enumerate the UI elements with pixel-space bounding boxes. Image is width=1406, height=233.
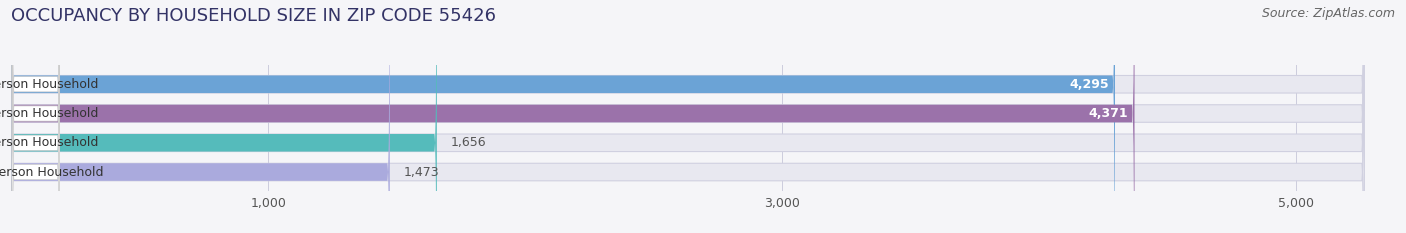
- FancyBboxPatch shape: [11, 0, 1364, 233]
- Text: 3-Person Household: 3-Person Household: [0, 136, 98, 149]
- Text: OCCUPANCY BY HOUSEHOLD SIZE IN ZIP CODE 55426: OCCUPANCY BY HOUSEHOLD SIZE IN ZIP CODE …: [11, 7, 496, 25]
- Text: Source: ZipAtlas.com: Source: ZipAtlas.com: [1261, 7, 1395, 20]
- Text: 1,656: 1,656: [451, 136, 486, 149]
- FancyBboxPatch shape: [11, 0, 389, 233]
- FancyBboxPatch shape: [11, 0, 1135, 233]
- FancyBboxPatch shape: [13, 0, 59, 233]
- FancyBboxPatch shape: [11, 0, 1364, 233]
- Text: 1-Person Household: 1-Person Household: [0, 78, 98, 91]
- Text: 2-Person Household: 2-Person Household: [0, 107, 98, 120]
- FancyBboxPatch shape: [11, 0, 1364, 233]
- Text: 4,295: 4,295: [1069, 78, 1108, 91]
- FancyBboxPatch shape: [11, 0, 437, 233]
- Text: 4+ Person Household: 4+ Person Household: [0, 165, 103, 178]
- FancyBboxPatch shape: [11, 0, 1115, 233]
- FancyBboxPatch shape: [13, 0, 59, 233]
- Text: 4,371: 4,371: [1088, 107, 1128, 120]
- FancyBboxPatch shape: [13, 0, 59, 233]
- FancyBboxPatch shape: [13, 0, 59, 233]
- Text: 1,473: 1,473: [404, 165, 440, 178]
- FancyBboxPatch shape: [11, 0, 1364, 233]
